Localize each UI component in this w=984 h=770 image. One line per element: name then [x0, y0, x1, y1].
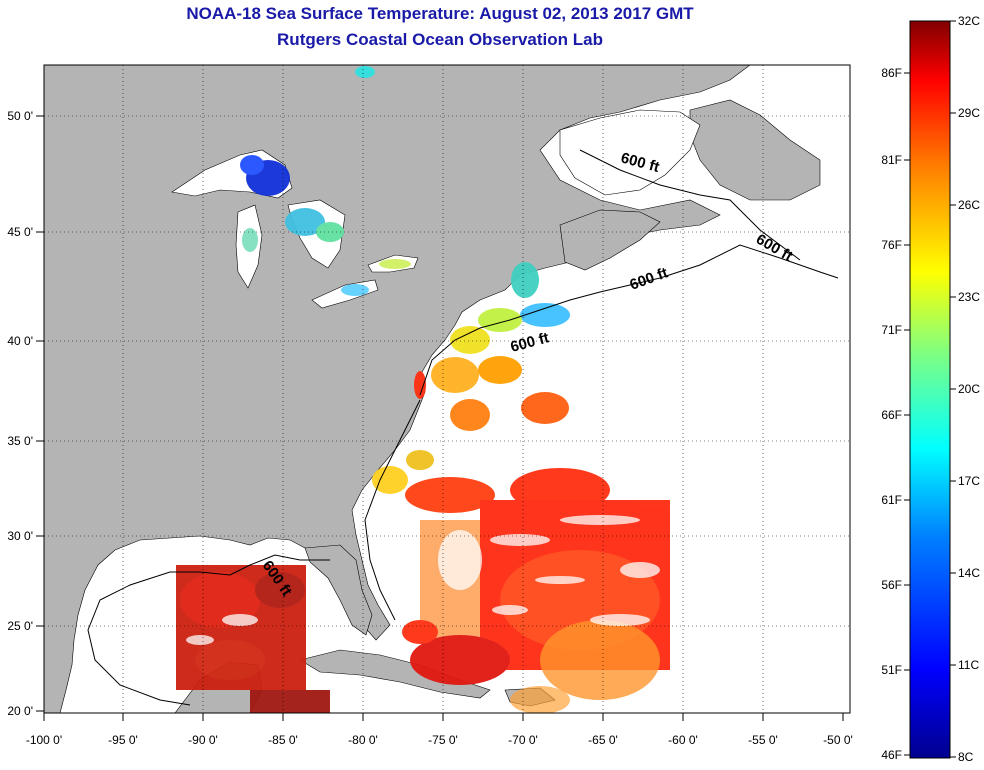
colorbar-celsius-label: 29C: [958, 106, 980, 120]
colorbar-celsius-label: 26C: [958, 198, 980, 212]
colorbar-celsius-label: 14C: [958, 566, 980, 580]
colorbar-celsius-label: 11C: [958, 658, 979, 672]
lat-tick-label: 40 0': [7, 334, 33, 348]
lat-tick-label: 35 0': [7, 434, 33, 448]
map-frame: [43, 64, 851, 714]
lon-tick-label: -75 0': [428, 733, 458, 747]
page-subtitle: Rutgers Coastal Ocean Observation Lab: [277, 30, 603, 49]
land-nova-scotia: [559, 209, 661, 271]
page-title: NOAA-18 Sea Surface Temperature: August …: [186, 4, 694, 23]
colorbar-celsius-label: 8C: [958, 750, 974, 764]
lon-tick-label: -100 0': [26, 733, 62, 747]
lon-tick-label: -80 0': [348, 733, 378, 747]
colorbar-celsius-label: 32C: [958, 14, 980, 28]
colorbar-fahrenheit-label: 61F: [881, 493, 902, 507]
colorbar-f-ticks: [904, 72, 910, 756]
lon-tick-label: -90 0': [188, 733, 218, 747]
lon-tick-label: -70 0': [508, 733, 538, 747]
gulf-st-lawrence: [559, 109, 701, 196]
lat-tick-label: 20 0': [7, 704, 33, 718]
sst-data-layer: [176, 66, 670, 713]
lat-tick-label: 45 0': [7, 225, 33, 239]
colorbar: [909, 20, 951, 759]
lon-tick-label: -95 0': [108, 733, 138, 747]
lon-tick-label: -65 0': [588, 733, 618, 747]
lat-tick-label: 30 0': [7, 529, 33, 543]
land-florida: [304, 544, 373, 636]
land-newfoundland: [689, 99, 821, 201]
lat-tick-label: 25 0': [7, 619, 33, 633]
lon-tick-label: -55 0': [748, 733, 778, 747]
cloud-mask: [186, 430, 660, 645]
axis-ticks: [36, 115, 844, 721]
colorbar-ticks: [950, 20, 956, 758]
lat-tick-label: 50 0': [7, 109, 33, 123]
colorbar-fahrenheit-label: 56F: [881, 578, 902, 592]
land-cuba: [299, 649, 491, 699]
lon-tick-label: -60 0': [668, 733, 698, 747]
colorbar-fahrenheit-label: 66F: [881, 408, 902, 422]
colorbar-fahrenheit-label: 51F: [881, 663, 902, 677]
colorbar-fahrenheit-label: 76F: [881, 238, 902, 252]
lon-tick-label: -85 0': [268, 733, 298, 747]
colorbar-celsius-label: 23C: [958, 290, 980, 304]
colorbar-fahrenheit-label: 86F: [881, 66, 902, 80]
colorbar-celsius-label: 17C: [958, 474, 980, 488]
colorbar-fahrenheit-label: 81F: [881, 153, 902, 167]
colorbar-fahrenheit-label: 71F: [881, 323, 902, 337]
colorbar-celsius-label: 20C: [958, 382, 980, 396]
lon-tick-label: -50 0': [823, 733, 853, 747]
depth-contours: [87, 149, 839, 706]
graticule: [44, 65, 850, 713]
colorbar-fahrenheit-label: 46F: [881, 748, 902, 762]
